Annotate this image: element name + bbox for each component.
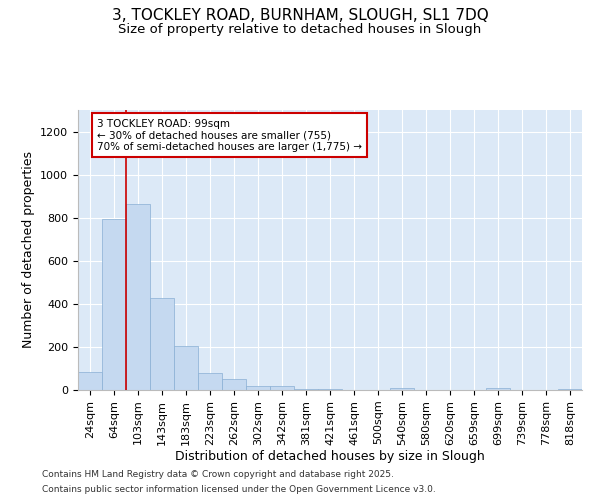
Bar [150,298,174,390]
Bar [294,389,318,390]
X-axis label: Distribution of detached houses by size in Slough: Distribution of detached houses by size … [175,450,485,464]
Bar [486,388,510,390]
Bar [102,219,126,390]
Y-axis label: Number of detached properties: Number of detached properties [22,152,35,348]
Bar [222,379,246,390]
Bar [270,386,294,390]
Text: Contains HM Land Registry data © Crown copyright and database right 2025.: Contains HM Land Registry data © Crown c… [42,470,394,479]
Bar [246,386,270,390]
Text: 3, TOCKLEY ROAD, BURNHAM, SLOUGH, SL1 7DQ: 3, TOCKLEY ROAD, BURNHAM, SLOUGH, SL1 7D… [112,8,488,22]
Bar [390,388,414,390]
Bar [558,389,582,390]
Text: Contains public sector information licensed under the Open Government Licence v3: Contains public sector information licen… [42,485,436,494]
Text: 3 TOCKLEY ROAD: 99sqm
← 30% of detached houses are smaller (755)
70% of semi-det: 3 TOCKLEY ROAD: 99sqm ← 30% of detached … [97,118,362,152]
Text: Size of property relative to detached houses in Slough: Size of property relative to detached ho… [118,22,482,36]
Bar [126,204,150,390]
Bar [78,372,102,390]
Bar [198,373,222,390]
Bar [174,346,198,390]
